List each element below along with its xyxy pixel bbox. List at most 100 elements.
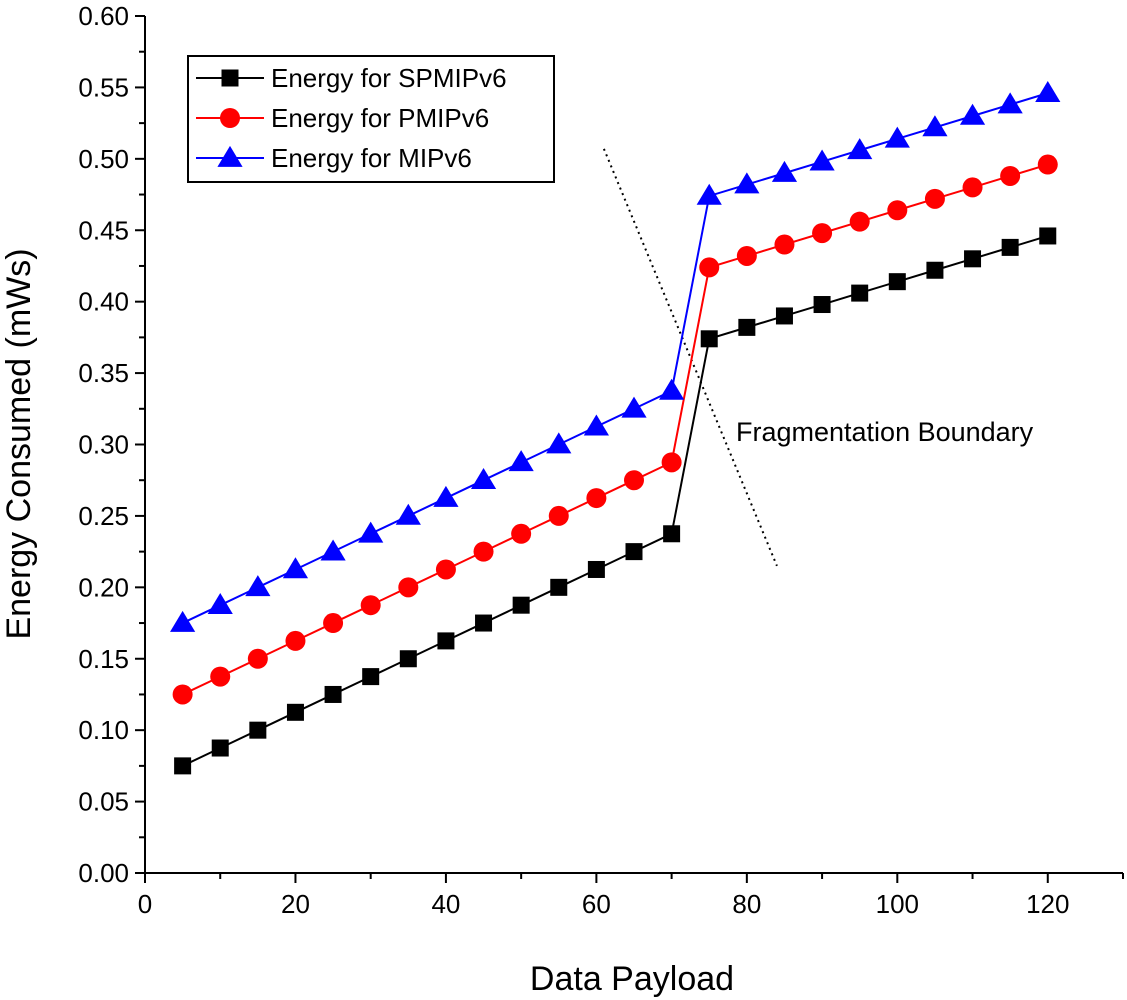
data-point-energy-for-spmipv6 <box>700 330 718 348</box>
data-point-energy-for-mipv6 <box>320 539 346 561</box>
series-line-energy-for-spmipv6 <box>182 235 1049 767</box>
data-point-energy-for-pmipv6 <box>962 177 983 198</box>
data-point-energy-for-mipv6 <box>358 521 384 543</box>
data-point-energy-for-pmipv6 <box>247 648 268 669</box>
data-point-energy-for-mipv6 <box>207 593 233 615</box>
data-point-energy-for-spmipv6 <box>1001 238 1019 256</box>
series-energy-for-mipv6 <box>170 80 1061 632</box>
data-point-energy-for-mipv6 <box>659 378 685 400</box>
data-point-energy-for-mipv6 <box>997 92 1023 114</box>
legend-label-energy-for-pmipv6: Energy for PMIPv6 <box>271 103 489 133</box>
data-point-energy-for-spmipv6 <box>174 757 192 775</box>
data-point-energy-for-mipv6 <box>395 503 421 525</box>
data-point-energy-for-spmipv6 <box>888 273 906 291</box>
data-point-energy-for-spmipv6 <box>399 650 417 668</box>
data-point-energy-for-mipv6 <box>583 414 609 436</box>
data-point-energy-for-pmipv6 <box>172 684 193 705</box>
data-point-energy-for-spmipv6 <box>851 284 869 302</box>
data-point-energy-for-spmipv6 <box>1039 227 1057 245</box>
data-point-energy-for-spmipv6 <box>813 296 831 314</box>
legend-marker-energy-for-pmipv6 <box>220 108 240 128</box>
data-point-energy-for-mipv6 <box>508 450 534 472</box>
data-point-energy-for-pmipv6 <box>624 470 644 491</box>
data-point-energy-for-spmipv6 <box>738 318 756 336</box>
data-point-energy-for-mipv6 <box>282 557 309 579</box>
y-tick-label: 0.50 <box>78 144 129 174</box>
annotation-layer: Fragmentation Boundary <box>602 148 1034 567</box>
x-tick-label: 100 <box>876 889 919 919</box>
data-point-energy-for-spmipv6 <box>324 685 342 703</box>
data-point-energy-for-pmipv6 <box>887 200 908 221</box>
data-point-energy-for-pmipv6 <box>699 257 720 278</box>
y-tick-label: 0.55 <box>78 72 129 102</box>
data-point-energy-for-mipv6 <box>959 103 986 125</box>
y-tick-label: 0.15 <box>78 644 129 674</box>
axes: 0.00 0.05 0.10 0.15 0.20 0.25 0.30 0.35 0.40 0.45… <box>78 1 1124 919</box>
data-point-energy-for-spmipv6 <box>512 596 530 614</box>
legend-label-energy-for-mipv6: Energy for MIPv6 <box>271 143 472 173</box>
data-point-energy-for-pmipv6 <box>360 595 381 616</box>
y-tick-label: 0.60 <box>78 1 129 31</box>
data-point-energy-for-spmipv6 <box>475 614 493 632</box>
data-point-energy-for-mipv6 <box>922 115 948 137</box>
data-point-energy-for-mipv6 <box>470 468 497 490</box>
data-point-energy-for-pmipv6 <box>849 211 870 232</box>
y-tick-label: 0.25 <box>78 501 129 531</box>
data-point-energy-for-mipv6 <box>809 149 835 171</box>
data-point-energy-for-mipv6 <box>884 126 910 148</box>
data-point-energy-for-pmipv6 <box>210 666 231 687</box>
y-tick-label: 0.45 <box>78 215 129 245</box>
data-point-energy-for-pmipv6 <box>398 577 419 598</box>
data-point-energy-for-pmipv6 <box>323 613 344 634</box>
y-tick-label: 0.10 <box>78 715 129 745</box>
legend-marker-energy-for-spmipv6 <box>221 69 239 87</box>
data-point-energy-for-spmipv6 <box>286 703 304 721</box>
data-point-energy-for-spmipv6 <box>211 739 229 757</box>
x-tick-label: 60 <box>582 889 611 919</box>
x-tick-label: 120 <box>1026 889 1069 919</box>
data-point-energy-for-spmipv6 <box>362 668 380 686</box>
legend: Energy for SPMIPv6 Energy for PMIPv6 Energ… <box>187 55 555 183</box>
y-tick-label: 0.20 <box>78 572 129 602</box>
data-point-energy-for-pmipv6 <box>736 245 757 266</box>
data-point-energy-for-mipv6 <box>546 432 572 454</box>
data-point-energy-for-mipv6 <box>847 138 873 160</box>
data-point-energy-for-mipv6 <box>771 160 798 182</box>
data-point-energy-for-spmipv6 <box>625 543 643 561</box>
legend-marker-energy-for-mipv6 <box>217 145 243 167</box>
data-point-energy-for-spmipv6 <box>587 560 605 578</box>
x-tick-label: 40 <box>431 889 460 919</box>
data-point-energy-for-pmipv6 <box>435 559 456 580</box>
data-point-energy-for-pmipv6 <box>812 223 833 244</box>
data-point-energy-for-spmipv6 <box>964 250 982 268</box>
data-point-energy-for-pmipv6 <box>924 188 945 209</box>
data-point-energy-for-mipv6 <box>170 610 196 632</box>
data-point-energy-for-spmipv6 <box>775 307 793 325</box>
data-point-energy-for-pmipv6 <box>661 452 682 473</box>
data-point-energy-for-pmipv6 <box>1037 154 1058 175</box>
y-axis-title: Energy Consumed (mWs) <box>0 248 38 639</box>
y-tick-label: 0.30 <box>78 430 129 460</box>
data-point-energy-for-pmipv6 <box>511 523 532 544</box>
data-point-energy-for-spmipv6 <box>926 261 944 279</box>
x-tick-label: 80 <box>732 889 761 919</box>
fragmentation-boundary-line <box>602 148 778 567</box>
x-tick-label: 20 <box>281 889 310 919</box>
data-point-energy-for-spmipv6 <box>550 578 568 596</box>
series-energy-for-pmipv6 <box>172 154 1058 705</box>
data-point-energy-for-spmipv6 <box>249 721 267 739</box>
data-point-energy-for-pmipv6 <box>1000 165 1021 186</box>
data-point-energy-for-pmipv6 <box>548 505 569 526</box>
data-point-energy-for-pmipv6 <box>473 541 494 562</box>
data-point-energy-for-pmipv6 <box>774 234 795 255</box>
fragmentation-boundary-label: Fragmentation Boundary <box>736 417 1034 447</box>
y-tick-label: 0.05 <box>78 787 129 817</box>
x-axis-title: Data Payload <box>530 960 734 998</box>
series-energy-for-spmipv6 <box>174 227 1057 775</box>
legend-label-energy-for-spmipv6: Energy for SPMIPv6 <box>271 63 507 93</box>
data-point-energy-for-spmipv6 <box>437 632 455 650</box>
y-tick-label: 0.40 <box>78 287 129 317</box>
data-point-energy-for-mipv6 <box>734 172 760 194</box>
data-point-energy-for-pmipv6 <box>285 630 306 651</box>
